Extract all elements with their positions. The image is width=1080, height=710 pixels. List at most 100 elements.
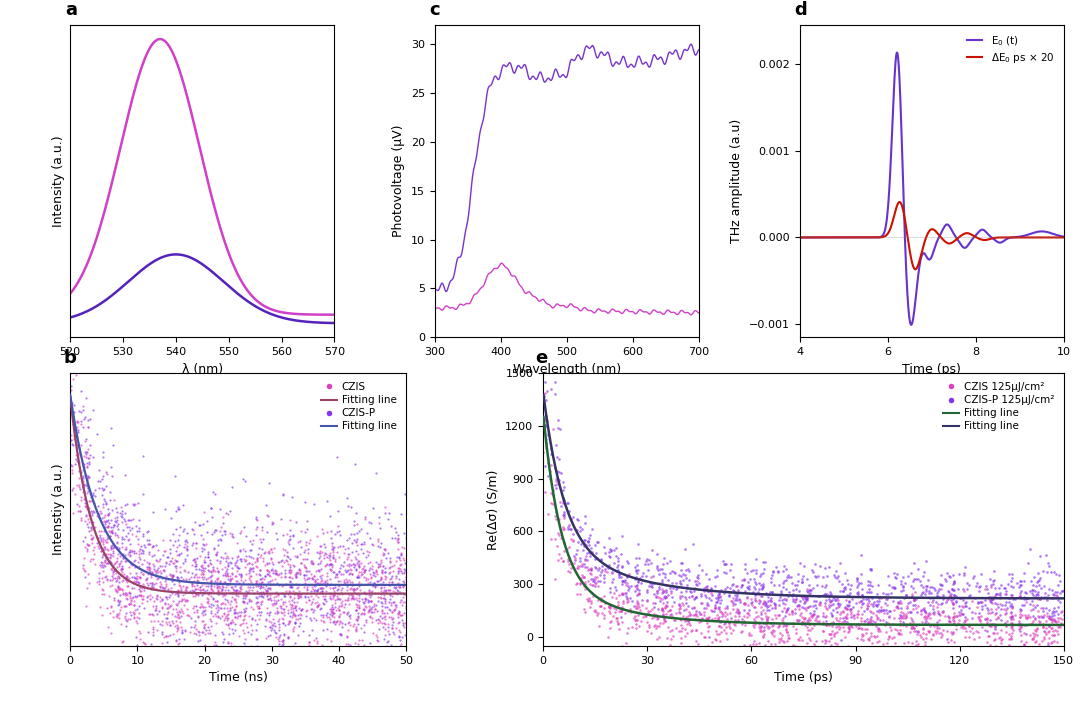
Point	[109, 523, 126, 535]
Point	[863, 627, 880, 638]
Point	[588, 606, 605, 618]
Point	[895, 637, 913, 648]
Point	[103, 549, 120, 560]
Point	[841, 643, 859, 654]
Point	[147, 593, 164, 604]
Point	[300, 537, 318, 549]
Point	[609, 564, 626, 576]
Point	[1024, 655, 1041, 666]
Point	[794, 571, 811, 582]
Point	[627, 618, 645, 630]
Point	[643, 580, 660, 591]
Point	[309, 530, 326, 542]
Point	[646, 588, 663, 599]
Point	[64, 461, 81, 472]
Point	[661, 645, 678, 657]
Point	[551, 475, 568, 486]
Point	[276, 654, 294, 665]
Point	[862, 579, 879, 591]
Point	[1043, 613, 1061, 625]
Point	[739, 568, 756, 579]
Point	[267, 565, 284, 577]
Point	[673, 557, 690, 568]
Point	[542, 497, 559, 508]
Point	[639, 606, 657, 617]
Point	[376, 567, 393, 578]
Point	[287, 579, 305, 590]
Point	[167, 506, 185, 517]
Point	[218, 611, 235, 622]
Point	[961, 620, 978, 631]
Point	[612, 548, 630, 559]
Point	[946, 584, 963, 596]
Point	[836, 581, 853, 593]
Point	[607, 584, 624, 595]
Point	[337, 574, 354, 585]
Point	[280, 595, 297, 606]
Point	[260, 608, 278, 619]
Point	[943, 588, 960, 599]
Point	[112, 564, 130, 575]
Point	[576, 537, 593, 549]
Point	[945, 578, 962, 589]
Point	[739, 611, 756, 623]
Point	[355, 562, 373, 574]
Point	[300, 566, 318, 577]
Point	[579, 535, 596, 547]
Point	[1016, 567, 1034, 579]
Point	[349, 569, 366, 581]
Point	[677, 572, 694, 584]
Point	[734, 639, 752, 650]
Point	[333, 621, 350, 633]
Point	[1024, 611, 1041, 622]
Point	[221, 617, 239, 628]
Point	[355, 640, 373, 651]
Point	[324, 607, 341, 618]
Point	[117, 621, 134, 632]
Point	[594, 607, 611, 618]
Point	[1025, 572, 1042, 583]
Point	[140, 546, 158, 557]
Point	[945, 614, 962, 626]
Point	[933, 606, 950, 617]
Point	[698, 584, 715, 596]
Point	[329, 541, 347, 552]
Point	[274, 635, 292, 646]
Point	[782, 650, 799, 662]
Point	[311, 578, 328, 589]
Point	[68, 439, 85, 450]
Point	[907, 635, 924, 647]
Point	[653, 564, 671, 575]
Point	[800, 589, 818, 600]
Point	[339, 501, 356, 512]
Point	[888, 601, 905, 613]
Point	[260, 593, 278, 604]
Point	[139, 579, 157, 590]
Point	[141, 569, 159, 581]
Point	[213, 552, 230, 563]
Point	[219, 552, 237, 564]
Point	[121, 598, 138, 609]
Point	[85, 548, 103, 559]
Point	[981, 593, 998, 604]
Point	[774, 635, 792, 647]
Point	[929, 587, 946, 599]
Point	[868, 588, 886, 599]
Point	[201, 649, 218, 660]
Point	[986, 621, 1003, 633]
Point	[168, 588, 186, 599]
Point	[131, 601, 148, 612]
Point	[368, 579, 386, 591]
Point	[70, 472, 87, 484]
Point	[121, 561, 138, 572]
Point	[1043, 607, 1061, 618]
Point	[1024, 595, 1041, 606]
Point	[265, 565, 282, 577]
Point	[153, 572, 171, 584]
Point	[980, 604, 997, 616]
Point	[715, 567, 732, 578]
Point	[204, 594, 221, 605]
Point	[64, 464, 81, 475]
Point	[595, 572, 612, 584]
Point	[796, 612, 813, 623]
